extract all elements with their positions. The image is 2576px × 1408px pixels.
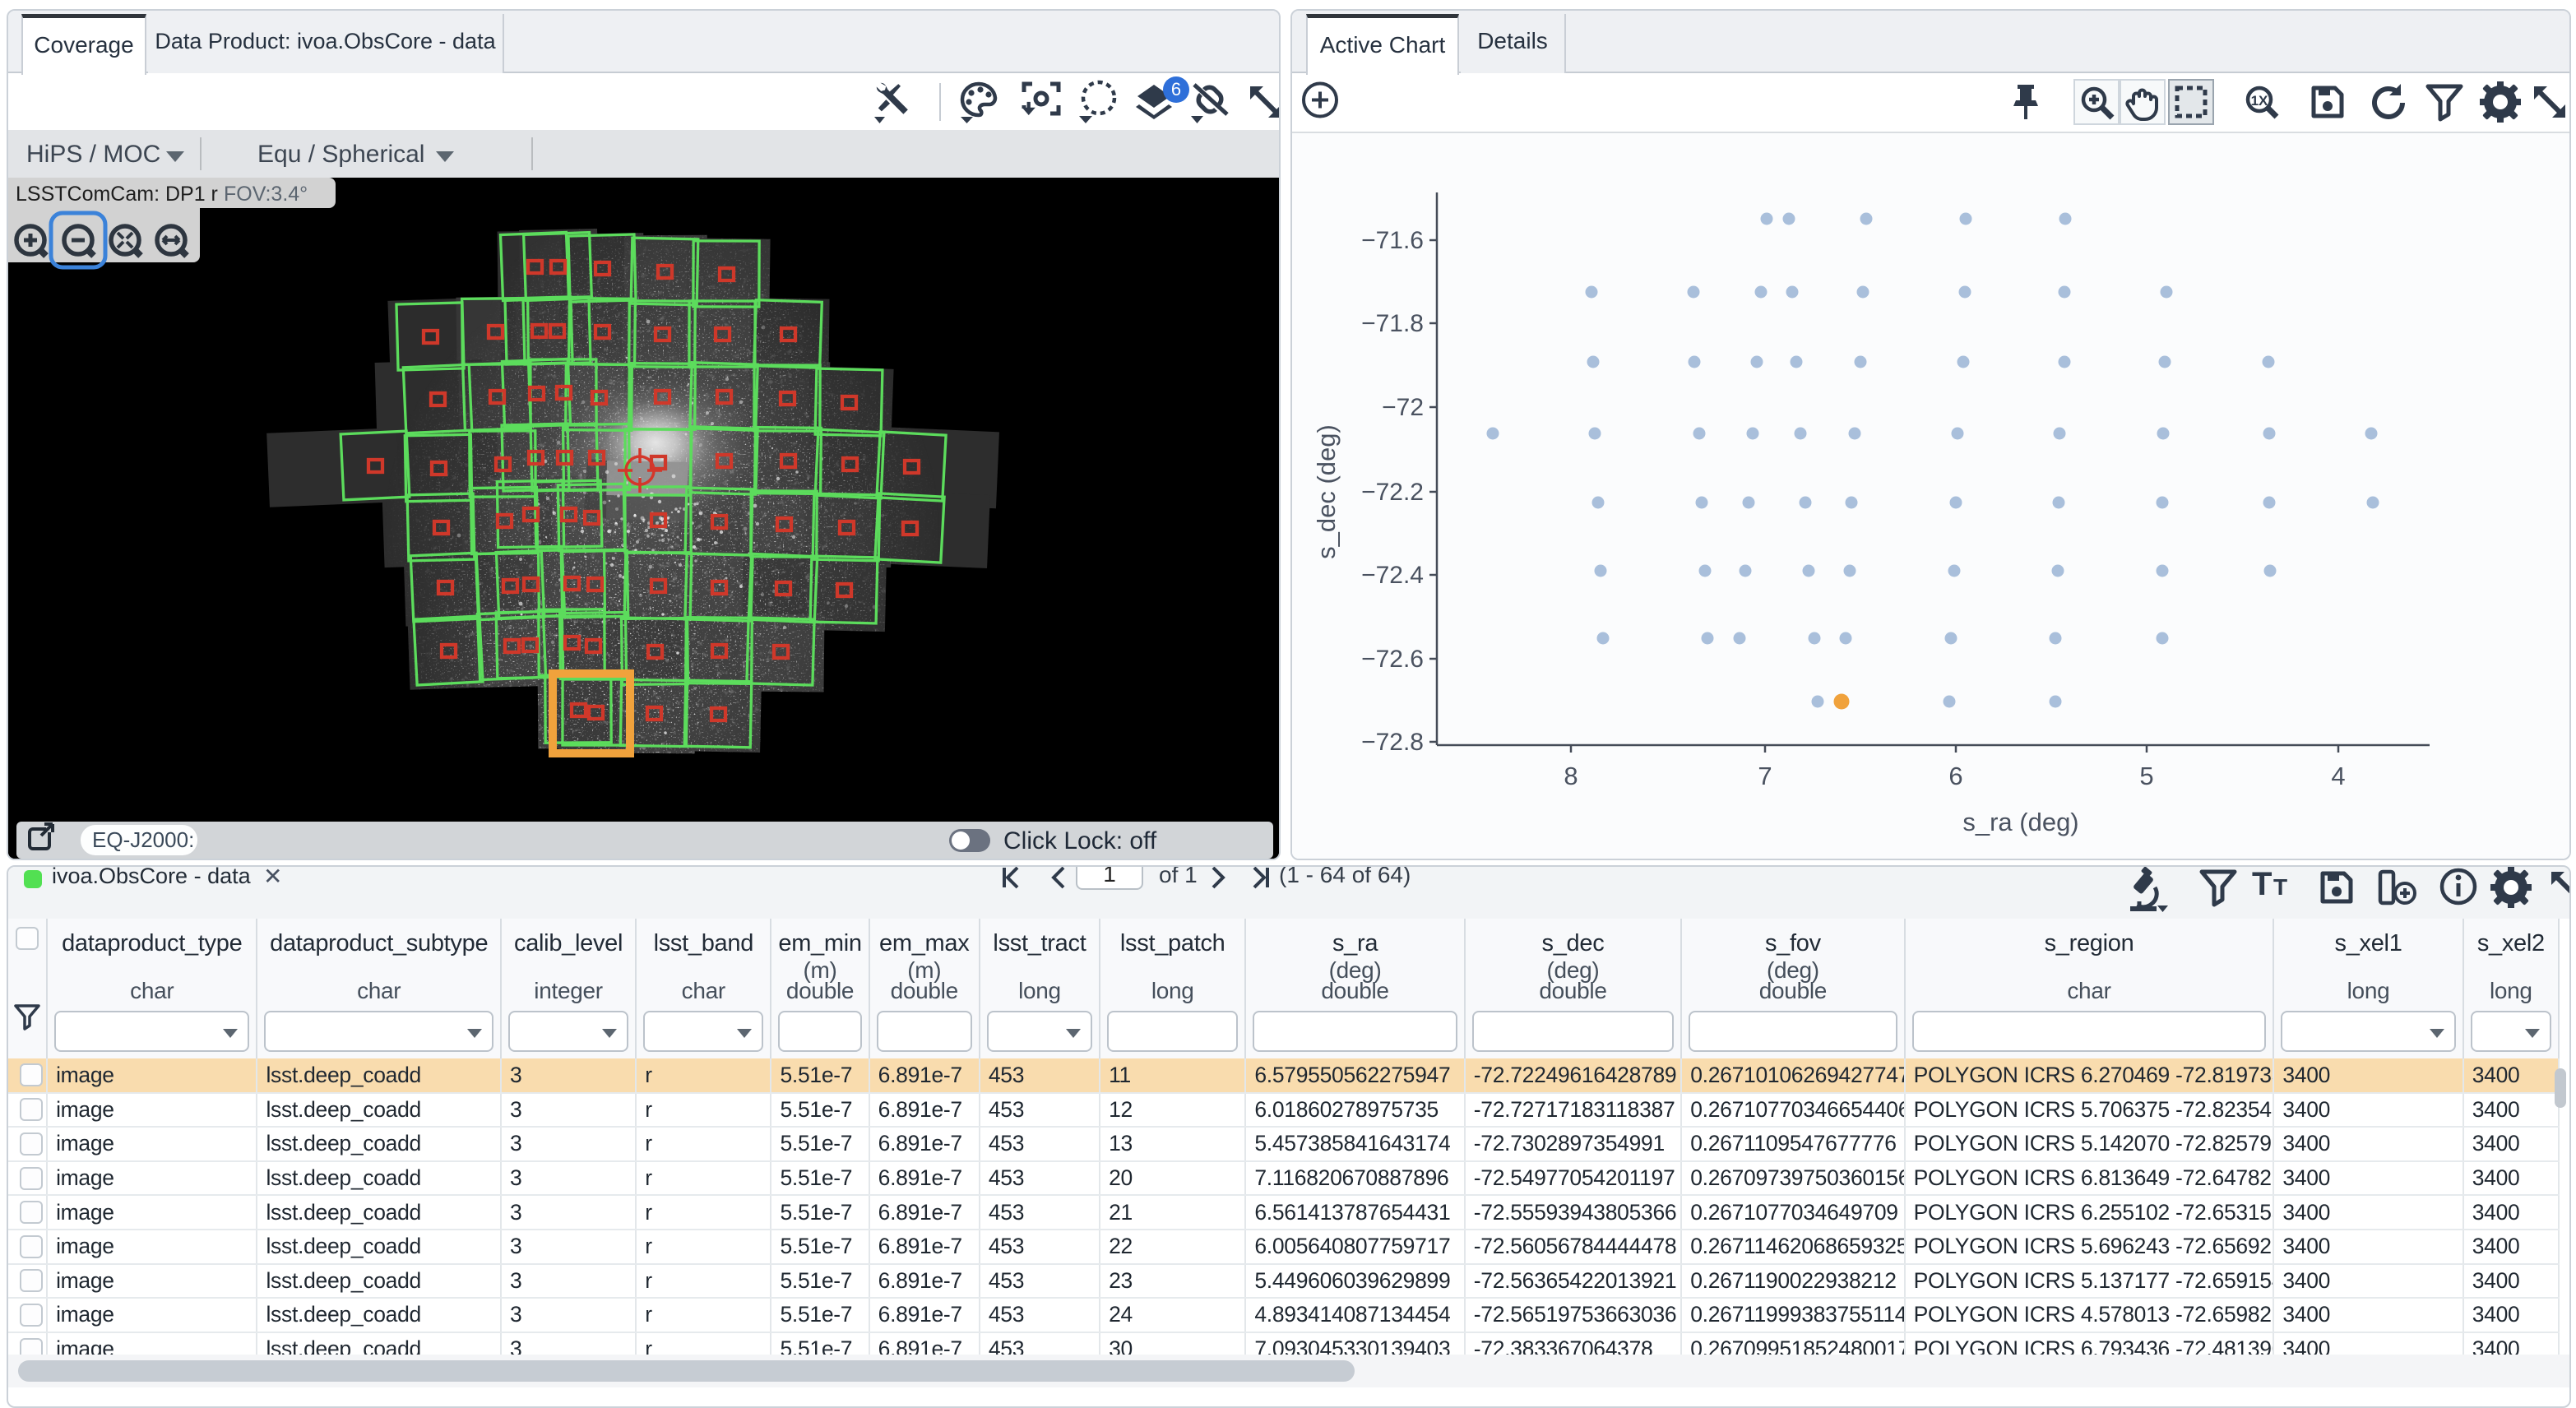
svg-text:Click Lock: off: Click Lock: off bbox=[1003, 827, 1157, 855]
svg-text:6: 6 bbox=[1948, 762, 1962, 790]
svg-text:EQ-J2000:: EQ-J2000: bbox=[92, 827, 194, 852]
svg-text:−71.6: −71.6 bbox=[1361, 227, 1424, 254]
svg-text:−72.6: −72.6 bbox=[1361, 646, 1424, 673]
svg-text:s_dec (deg): s_dec (deg) bbox=[1312, 424, 1341, 559]
svg-text:4: 4 bbox=[2331, 762, 2345, 790]
svg-text:LSSTComCam: DP1 r: LSSTComCam: DP1 r bbox=[16, 183, 218, 206]
svg-text:−72: −72 bbox=[1382, 394, 1424, 421]
svg-text:−72.2: −72.2 bbox=[1361, 479, 1424, 506]
svg-text:−72.8: −72.8 bbox=[1361, 729, 1424, 756]
svg-text:5: 5 bbox=[2139, 762, 2153, 790]
svg-text:1X: 1X bbox=[2251, 93, 2268, 109]
svg-text:−72.4: −72.4 bbox=[1361, 562, 1424, 589]
svg-text:−71.8: −71.8 bbox=[1361, 310, 1424, 337]
svg-text:T: T bbox=[2252, 867, 2272, 902]
svg-text:T: T bbox=[2273, 874, 2287, 900]
svg-text:8: 8 bbox=[1564, 762, 1578, 790]
svg-text:7: 7 bbox=[1758, 762, 1772, 790]
svg-text:FOV:3.4°: FOV:3.4° bbox=[224, 183, 308, 206]
svg-text:s_ra (deg): s_ra (deg) bbox=[1962, 808, 2078, 836]
